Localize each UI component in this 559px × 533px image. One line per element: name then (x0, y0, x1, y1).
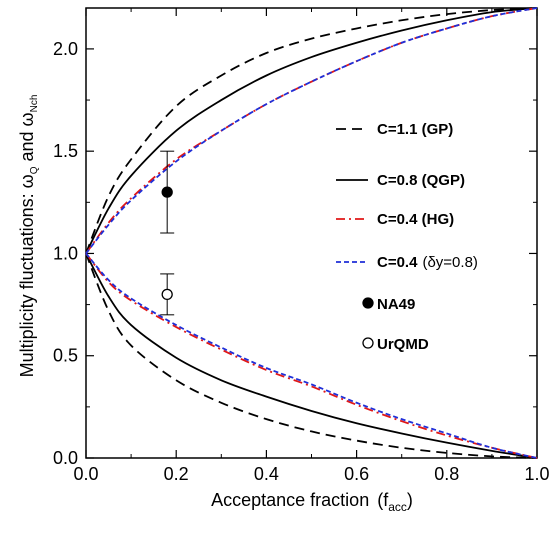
y-axis-title: Multiplicity fluctuations: ωQ and ωNch (17, 95, 40, 378)
series-line-dashed-upper (85, 7, 538, 254)
x-tick-label: 0.2 (164, 464, 189, 484)
y-axis-title-sub1: Q (29, 166, 40, 174)
na49-point (161, 186, 173, 198)
x-axis-title-sym: (f (377, 490, 389, 510)
x-axis-title-end: ) (407, 490, 413, 510)
y-axis-title-sub2: Nch (29, 95, 40, 113)
plot-frame (85, 7, 538, 459)
x-tick-label: 0.8 (434, 464, 459, 484)
series-line-dashed-fine-upper (85, 7, 538, 255)
plot-area-border (85, 7, 538, 459)
series-line-dashdot-lower (85, 252, 538, 459)
legend-label: C=0.4 (δy=0.8) (377, 254, 478, 271)
x-axis-title-sub: acc (388, 500, 407, 514)
y-tick-label: 0.5 (53, 346, 78, 366)
legend: C=1.1 (GP) C=0.8 (QGP) C=0.4 (HG) C=0.4 (δy=… (336, 121, 478, 353)
x-axis-title: Acceptance fraction (facc) (211, 490, 413, 514)
series-line-dashed-fine-lower (85, 252, 538, 459)
series-line-solid-upper (85, 7, 538, 254)
y-axis-title-main: Multiplicity fluctuations: ω (17, 174, 37, 377)
x-axis-title-main: Acceptance fraction (211, 490, 369, 510)
legend-marker (362, 337, 374, 349)
urqmd-point (161, 288, 173, 301)
y-tick-label: 1.0 (53, 243, 78, 263)
x-axis: 0.0 0.2 0.4 0.6 0.8 1.0 (73, 8, 550, 484)
series-line-dashed-lower (85, 253, 538, 459)
legend-label: UrQMD (377, 336, 429, 353)
x-tick-label: 0.4 (254, 464, 279, 484)
series-layer (85, 7, 538, 459)
legend-label: NA49 (377, 296, 415, 313)
y-axis: 0.0 0.5 1.0 1.5 2.0 (53, 39, 537, 468)
x-tick-label: 1.0 (524, 464, 549, 484)
legend-label: C=0.8 (QGP) (377, 172, 465, 189)
y-axis-title-mid: and ω (17, 112, 37, 166)
x-tick-label: 0.6 (344, 464, 369, 484)
y-tick-label: 1.5 (53, 141, 78, 161)
series-line-dashdot-upper (85, 7, 538, 254)
y-tick-label: 2.0 (53, 39, 78, 59)
y-tick-label: 0.0 (53, 448, 78, 468)
legend-label: C=1.1 (GP) (377, 121, 453, 138)
series-line-solid-lower (85, 253, 538, 459)
legend-marker (362, 297, 374, 309)
x-tick-label: 0.0 (73, 464, 98, 484)
legend-label: C=0.4 (HG) (377, 211, 454, 228)
points-layer (160, 150, 175, 316)
